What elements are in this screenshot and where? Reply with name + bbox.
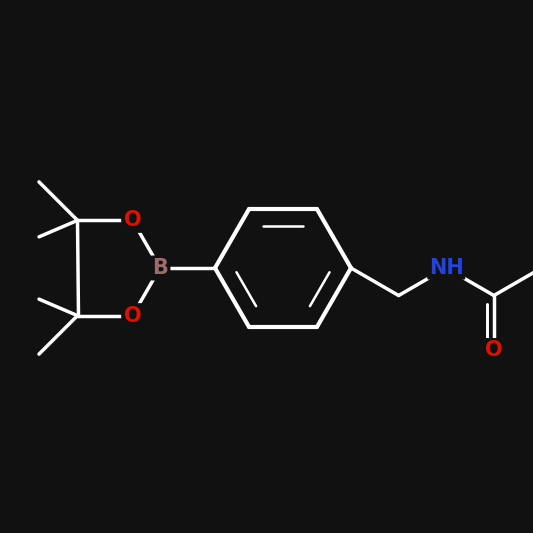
Text: O: O: [485, 341, 503, 360]
Text: O: O: [124, 211, 141, 230]
Text: B: B: [152, 258, 168, 278]
Text: O: O: [124, 305, 141, 326]
Text: NH: NH: [429, 258, 464, 278]
